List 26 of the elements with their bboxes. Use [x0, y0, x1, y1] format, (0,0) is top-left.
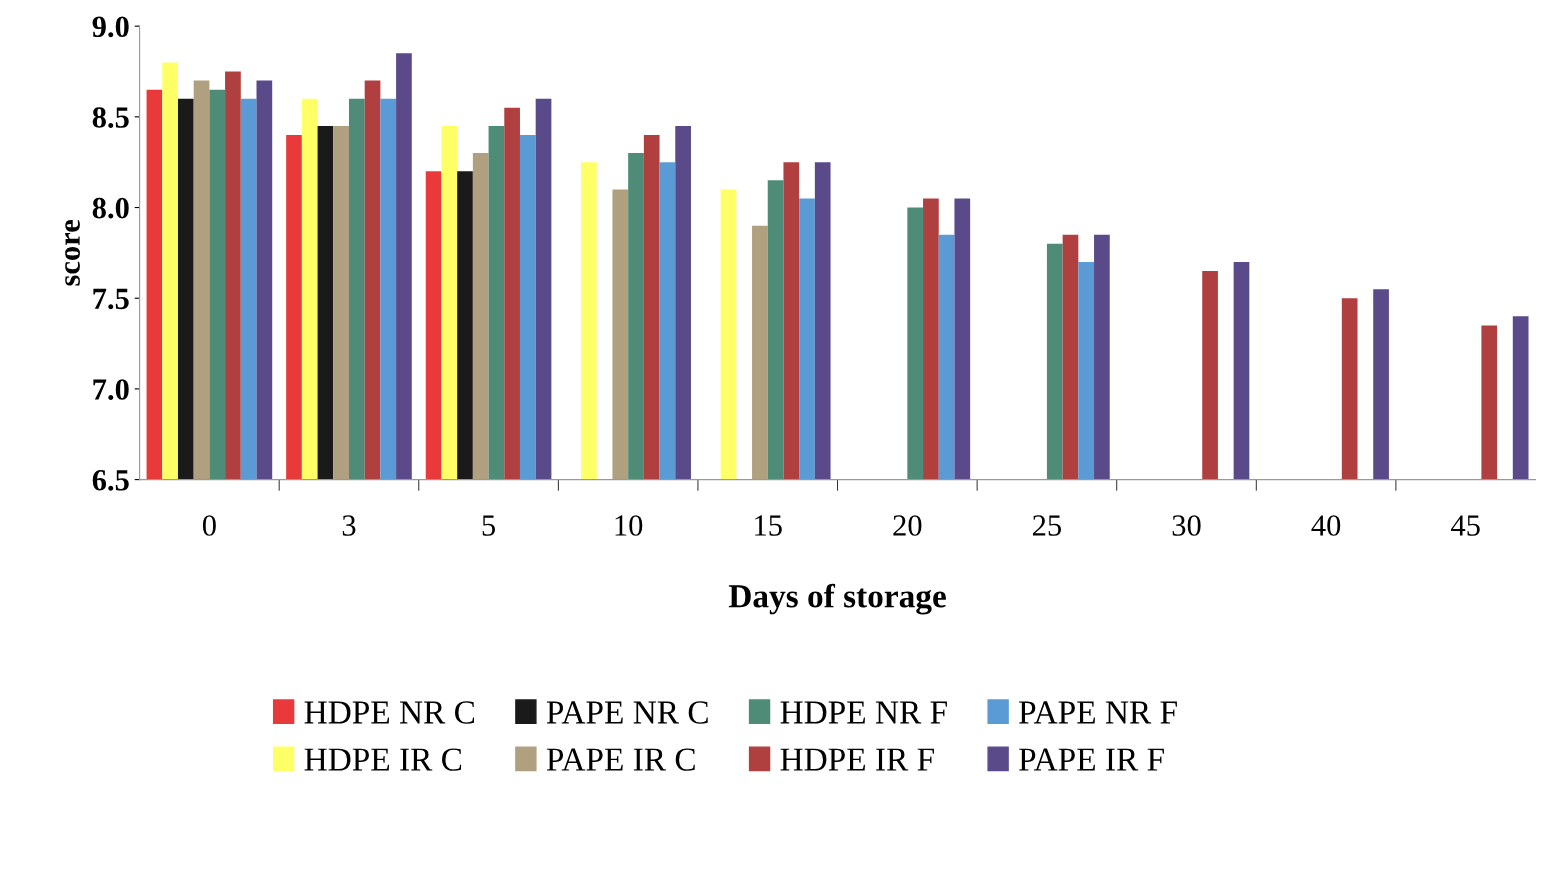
x-tick-label: 10: [615, 515, 643, 536]
x-tick-label: 45: [1451, 515, 1480, 536]
x-tick-label: 5: [482, 515, 496, 536]
y-tick-label: 6.5: [92, 469, 129, 491]
legend-label: HDPE NR F: [780, 701, 947, 724]
y-tick-label: 7.0: [93, 379, 129, 400]
x-tick-label: 40: [1311, 515, 1341, 536]
x-tick-label: 25: [1032, 515, 1062, 536]
y-axis-title: score: [65, 220, 80, 286]
legend-label: PAPE IR F: [1019, 748, 1164, 771]
x-tick-label: 3: [342, 515, 356, 536]
legend-label: PAPE NR C: [546, 701, 708, 724]
legend-label: HDPE NR C: [304, 701, 475, 724]
y-tick-label: 8.0: [92, 197, 129, 219]
legend-label: PAPE NR F: [1019, 701, 1177, 724]
y-tick-label: 7.5: [93, 288, 129, 310]
y-tick-label: 8.5: [92, 107, 129, 128]
x-tick-label: 30: [1172, 515, 1201, 536]
legend-label: HDPE IR F: [780, 748, 934, 771]
legend-label: HDPE IR C: [304, 748, 462, 771]
y-tick-label: 9.0: [92, 16, 129, 38]
x-axis-title: Days of storage: [728, 583, 946, 615]
x-tick-label: 15: [755, 515, 782, 536]
x-tick-label: 20: [893, 515, 922, 536]
x-tick-label: 0: [202, 515, 216, 536]
legend-label: PAPE IR C: [546, 748, 695, 771]
